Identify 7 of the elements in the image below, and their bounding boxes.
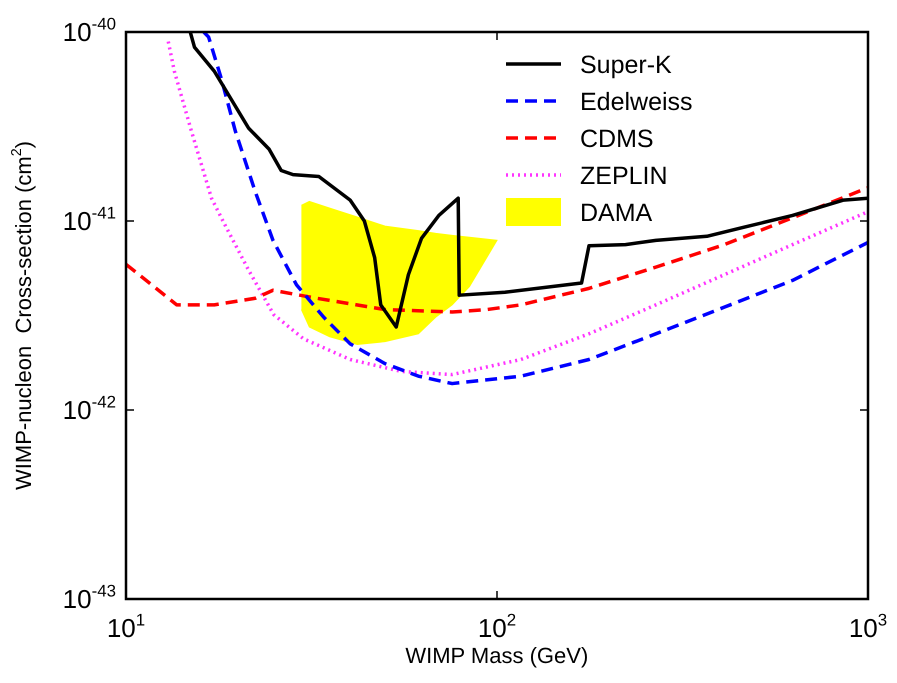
legend-label: Super-K bbox=[580, 51, 672, 79]
legend-label: DAMA bbox=[580, 199, 653, 227]
legend-label: Edelweiss bbox=[580, 88, 693, 116]
y-axis-title: WIMP-nucleon Cross-section (cm2) bbox=[9, 140, 36, 490]
legend-label: CDMS bbox=[580, 125, 654, 153]
x-axis-title: WIMP Mass (GeV) bbox=[405, 643, 588, 668]
legend-label: ZEPLIN bbox=[580, 162, 668, 190]
